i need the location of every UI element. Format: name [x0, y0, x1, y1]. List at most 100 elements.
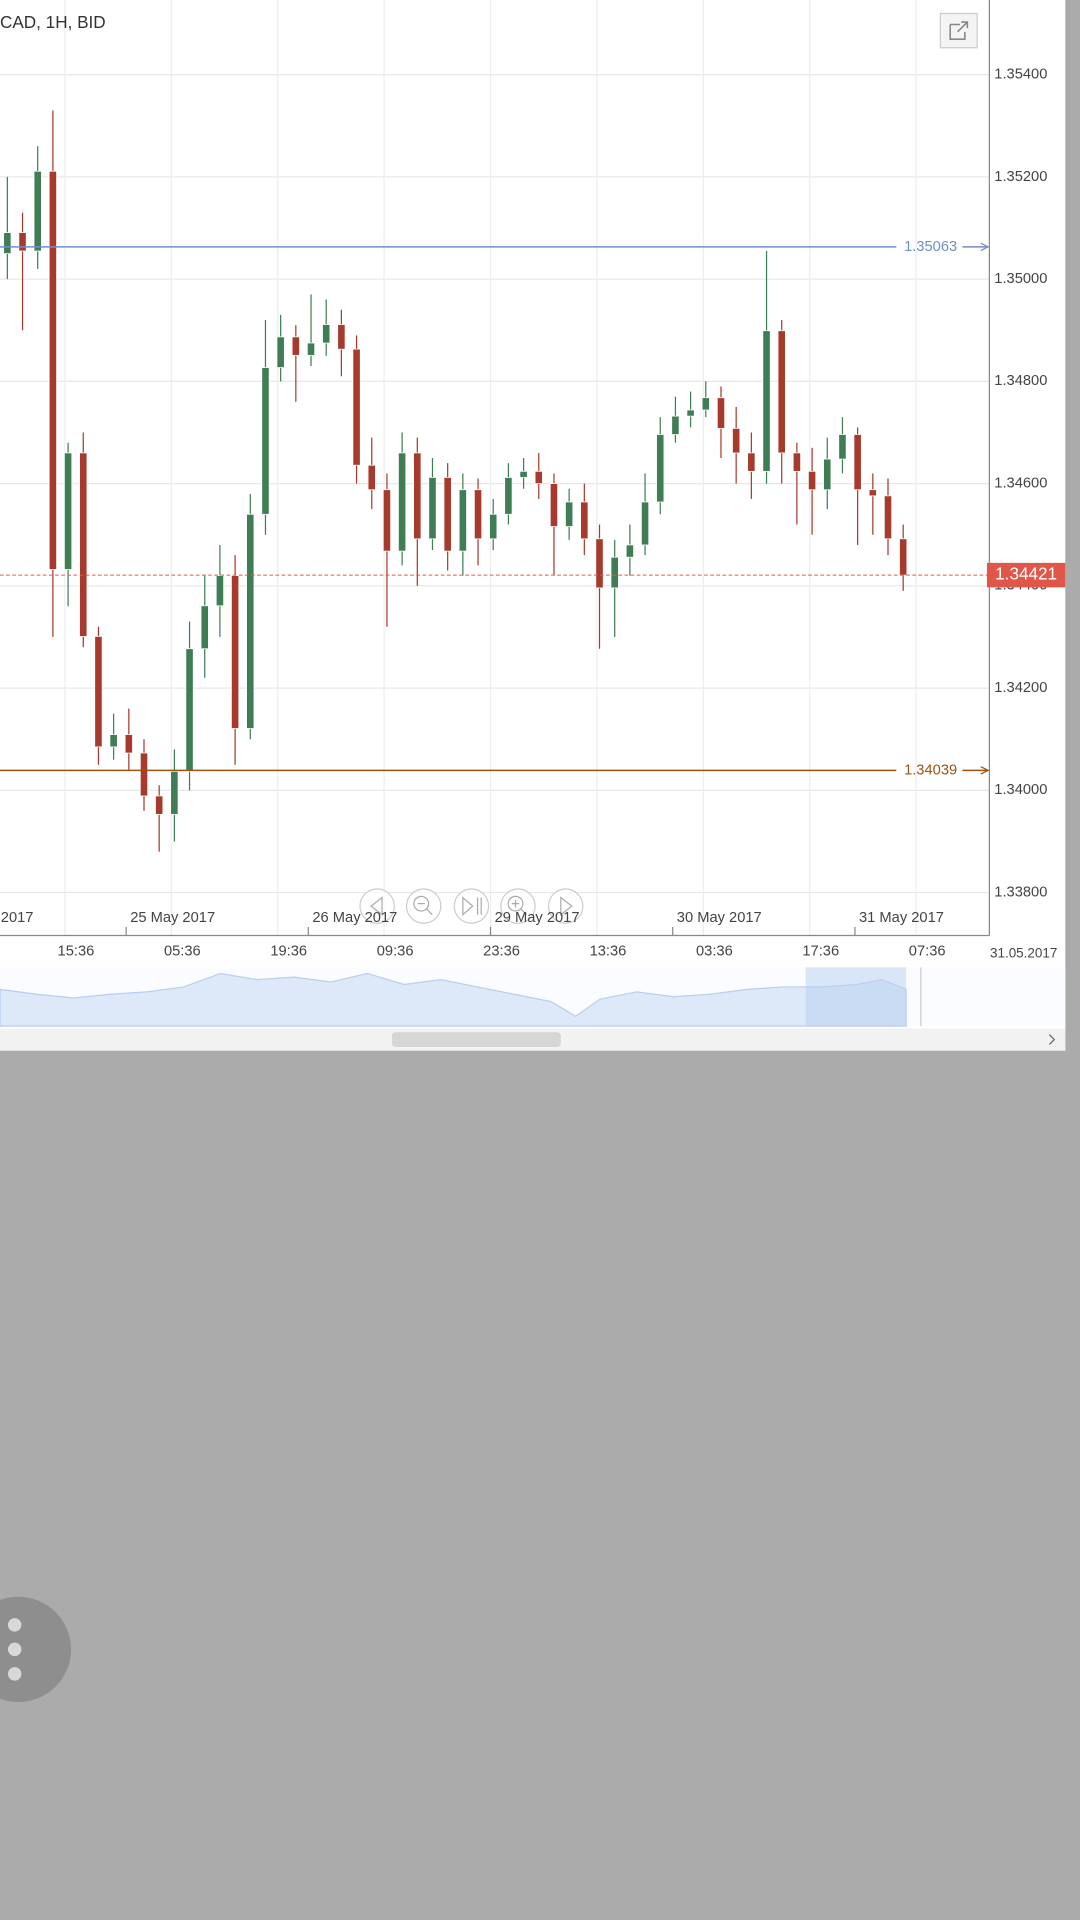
candle-body	[94, 636, 103, 748]
candle-body	[504, 477, 513, 515]
candle-body	[489, 513, 498, 540]
chart-title: CAD, 1H, BID	[0, 12, 106, 32]
candle-body	[170, 771, 179, 815]
x-tick-label: 19:36	[270, 943, 307, 959]
menu-dot	[7, 1667, 22, 1681]
candle-body	[656, 434, 665, 503]
candle-body	[899, 538, 908, 576]
candle-body	[322, 324, 331, 344]
candle-body	[428, 477, 437, 540]
candle-body	[686, 409, 695, 417]
date-label: 2017	[1, 910, 34, 926]
candle-body	[246, 513, 255, 729]
candle-body	[185, 648, 194, 772]
candle-body	[701, 397, 710, 411]
y-tick-label: 1.33800	[994, 884, 1047, 900]
x-tick-label: 09:36	[377, 943, 414, 959]
candle-body	[883, 495, 893, 540]
candle-body	[716, 397, 726, 429]
candle-body	[413, 452, 422, 540]
candle-body	[565, 501, 574, 527]
date-label: 31 May 2017	[859, 910, 944, 926]
button-icon	[511, 900, 527, 916]
candle-body	[291, 336, 300, 356]
candle-body	[519, 470, 528, 478]
candle-body	[868, 489, 877, 497]
scrollbar-arrow[interactable]	[1048, 1034, 1056, 1045]
candle-body	[3, 232, 12, 254]
candle-body	[732, 428, 741, 454]
candle-body	[747, 452, 756, 472]
navigator	[0, 967, 1066, 1051]
expand-button[interactable]	[939, 12, 978, 49]
candle-body	[48, 170, 57, 570]
level-label: 1.35063	[904, 239, 957, 255]
scroll-right-button[interactable]	[547, 888, 584, 924]
candle-body	[261, 367, 270, 515]
y-tick-label: 1.35000	[994, 271, 1047, 287]
candle-body	[641, 501, 650, 546]
candle-body	[367, 464, 376, 491]
zoom-out-button[interactable]	[405, 888, 442, 924]
candle-body	[352, 348, 361, 466]
candle-body	[853, 434, 862, 491]
expand-icon	[949, 21, 969, 40]
y-tick-label: 1.35400	[994, 67, 1047, 83]
scrollbar-thumb[interactable]	[391, 1032, 561, 1047]
candle-body	[306, 342, 316, 356]
date-label: 29 May 2017	[495, 910, 580, 926]
candle-body	[382, 489, 391, 552]
candle-body	[276, 336, 285, 368]
y-tick-label: 1.34200	[994, 680, 1047, 696]
x-tick-label: 23:36	[483, 943, 520, 959]
candle-body	[443, 477, 452, 552]
current-price-label: 1.34421	[995, 564, 1057, 584]
candle-body	[200, 605, 209, 650]
button-icon	[507, 895, 524, 912]
candle-body	[473, 489, 483, 540]
candle-body	[155, 795, 164, 815]
button-icon	[413, 895, 430, 912]
scroll-left-button[interactable]	[359, 888, 395, 924]
candle-body	[792, 452, 801, 472]
date-label: 26 May 2017	[312, 910, 397, 926]
candle-body	[671, 415, 680, 435]
x-tick-label: 03:36	[696, 943, 733, 959]
button-icon	[417, 903, 433, 916]
button-circle	[453, 888, 490, 924]
axis-date: 31.05.2017	[990, 945, 1057, 960]
candle-body	[808, 470, 817, 491]
button-icon	[560, 896, 573, 916]
menu-dot	[7, 1642, 22, 1657]
level-arrow	[980, 766, 990, 775]
candle-body	[549, 483, 558, 527]
candle-body	[398, 452, 407, 552]
candle-body	[580, 501, 589, 540]
candle-body	[337, 324, 346, 350]
y-tick-label: 1.34800	[994, 373, 1047, 389]
floating-menu-button[interactable]	[0, 1596, 72, 1703]
candle-body	[777, 330, 786, 454]
plot: 1.35063 1.34039	[0, 110, 990, 852]
candle-body	[823, 458, 832, 491]
button-icon	[462, 896, 482, 917]
menu-dot	[7, 1618, 22, 1632]
reset-button[interactable]	[453, 888, 490, 924]
candle-body	[534, 470, 543, 484]
candle-body	[139, 752, 149, 797]
level-arrow	[980, 242, 990, 252]
zoom-in-button[interactable]	[500, 888, 536, 924]
x-tick-label: 17:36	[802, 943, 839, 959]
button-circle	[359, 888, 395, 924]
candle-body	[215, 575, 224, 607]
date-label: 25 May 2017	[130, 910, 215, 926]
navigator-window[interactable]	[805, 967, 907, 1027]
candle-body	[838, 434, 847, 460]
candle-body	[231, 575, 240, 729]
candle-body	[610, 556, 619, 589]
button-circle	[547, 888, 584, 924]
candle-body	[625, 544, 634, 558]
button-icon	[370, 896, 383, 916]
